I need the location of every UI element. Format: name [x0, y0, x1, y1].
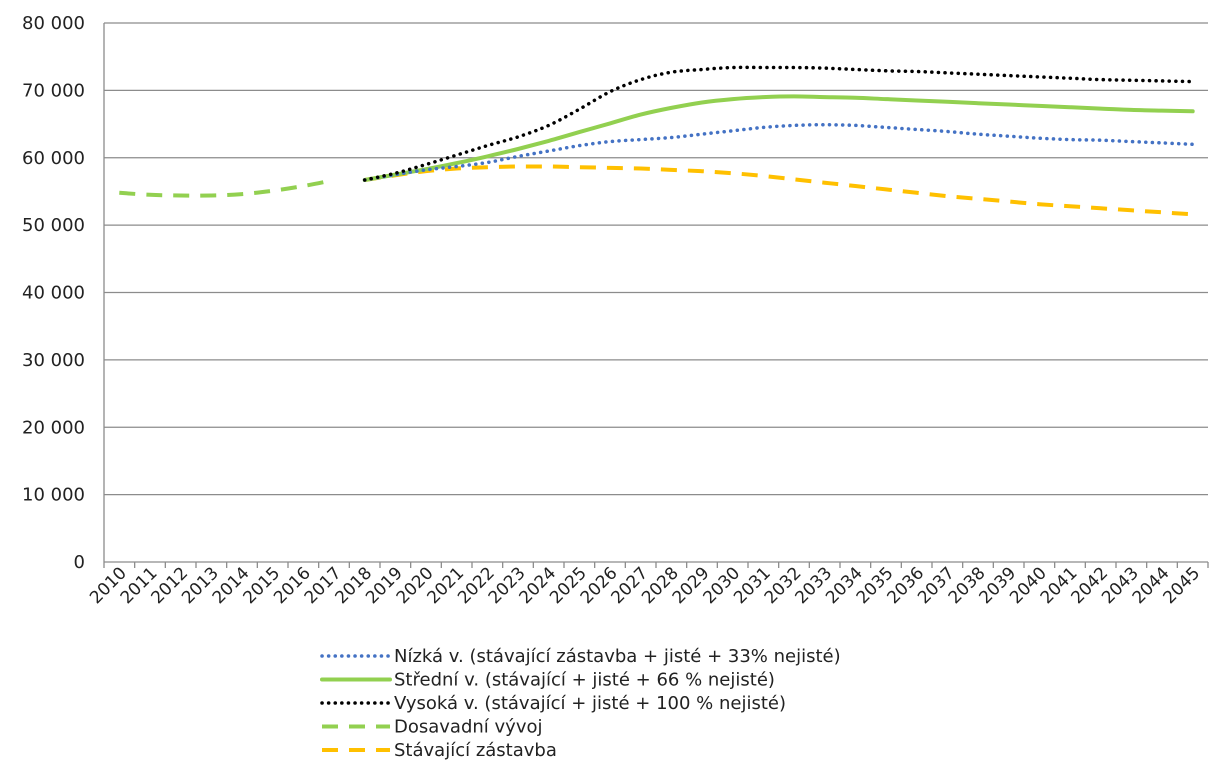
y-tick-label: 50 000 — [22, 215, 85, 236]
legend-label-2: Vysoká v. (stávající + jisté + 100 % nej… — [394, 693, 786, 714]
series-line-3 — [119, 178, 335, 198]
y-tick-label: 30 000 — [22, 350, 85, 371]
y-tick-label: 20 000 — [22, 417, 85, 438]
legend-label-3: Dosavadní vývoj — [394, 717, 543, 738]
x-tick-label: 2045 — [1159, 563, 1204, 608]
series-lines — [119, 65, 1195, 217]
legend: Nízká v. (stávající zástavba + jisté + 3… — [320, 646, 841, 761]
gridlines — [104, 22, 1208, 496]
series-line-4 — [364, 164, 1193, 217]
x-axis: 2010201120122013201420152016201720182019… — [86, 561, 1209, 608]
legend-label-0: Nízká v. (stávající zástavba + jisté + 3… — [394, 646, 841, 667]
y-tick-label: 0 — [74, 552, 85, 573]
y-axis: 0 10 000 20 000 30 000 40 000 50 000 60 000 70 … — [22, 13, 105, 573]
y-tick-label: 60 000 — [22, 148, 85, 169]
y-tick-label: 70 000 — [22, 80, 85, 101]
series-line-1 — [362, 94, 1195, 182]
series-line-2 — [362, 65, 1195, 182]
legend-label-4: Stávající zástavba — [394, 740, 557, 761]
y-tick-label: 40 000 — [22, 283, 85, 304]
y-tick-label: 10 000 — [22, 485, 85, 506]
series-line-0 — [362, 122, 1195, 182]
legend-label-1: Střední v. (stávající + jisté + 66 % nej… — [394, 670, 775, 691]
y-tick-label: 80 000 — [22, 13, 85, 34]
